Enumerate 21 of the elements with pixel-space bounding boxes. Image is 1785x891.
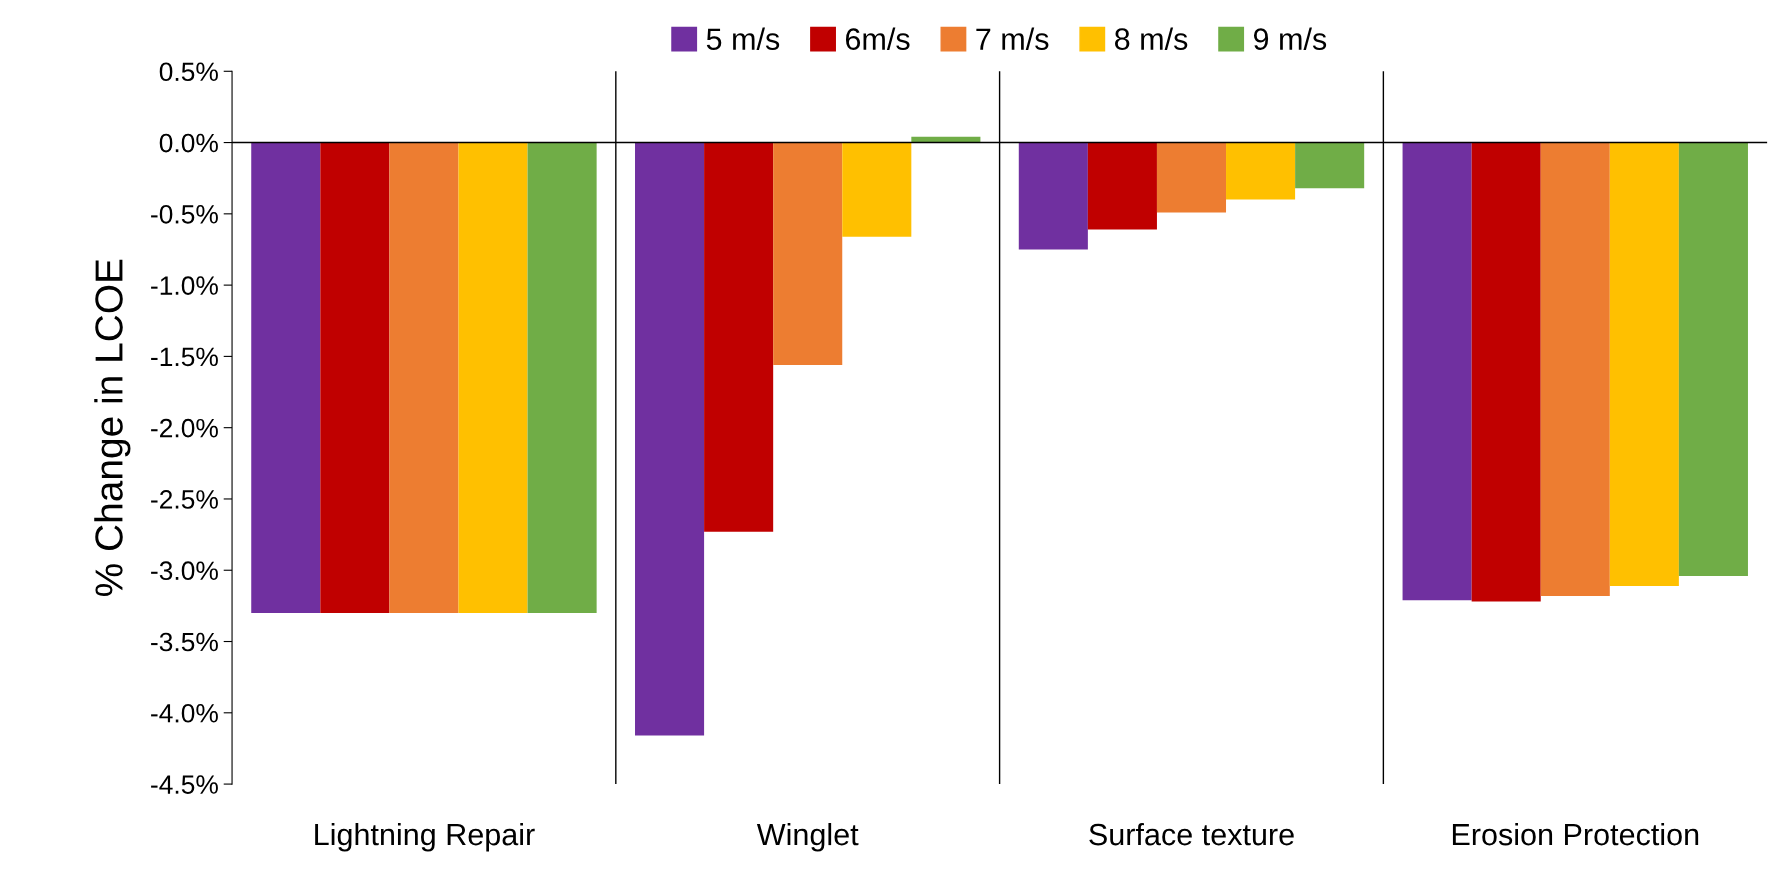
legend-label: 8 m/s bbox=[1115, 27, 1188, 50]
legend-label: 5 m/s bbox=[706, 27, 780, 50]
y-tick-label: -4.0% bbox=[151, 703, 218, 723]
y-tick-label: -2.0% bbox=[151, 418, 218, 438]
y-tick-label: 0.5% bbox=[159, 62, 218, 82]
legend-label: 9 m/s bbox=[1253, 27, 1327, 50]
x-tick-label: Lightning Repair bbox=[315, 822, 535, 852]
y-tick-label: -3.5% bbox=[151, 632, 218, 652]
y-tick-label: -3.0% bbox=[151, 561, 218, 581]
y-tick-label: -0.5% bbox=[151, 204, 218, 224]
y-tick-label: -1.0% bbox=[151, 276, 218, 295]
legend-label: 7 m/s bbox=[976, 27, 1049, 50]
y-tick-label: -4.5% bbox=[151, 775, 218, 794]
x-tick-label: Surface texture bbox=[1089, 823, 1294, 846]
legend-label: 6m/s bbox=[845, 27, 910, 50]
y-tick-label: -2.5% bbox=[151, 490, 218, 509]
y-axis-title: % Change in LCOE bbox=[94, 259, 131, 596]
x-tick-label: Winglet bbox=[756, 822, 859, 852]
y-tick-label: 0.0% bbox=[159, 133, 218, 153]
x-tick-label: Erosion Protection bbox=[1452, 822, 1699, 846]
y-tick-label: -1.5% bbox=[151, 347, 218, 367]
